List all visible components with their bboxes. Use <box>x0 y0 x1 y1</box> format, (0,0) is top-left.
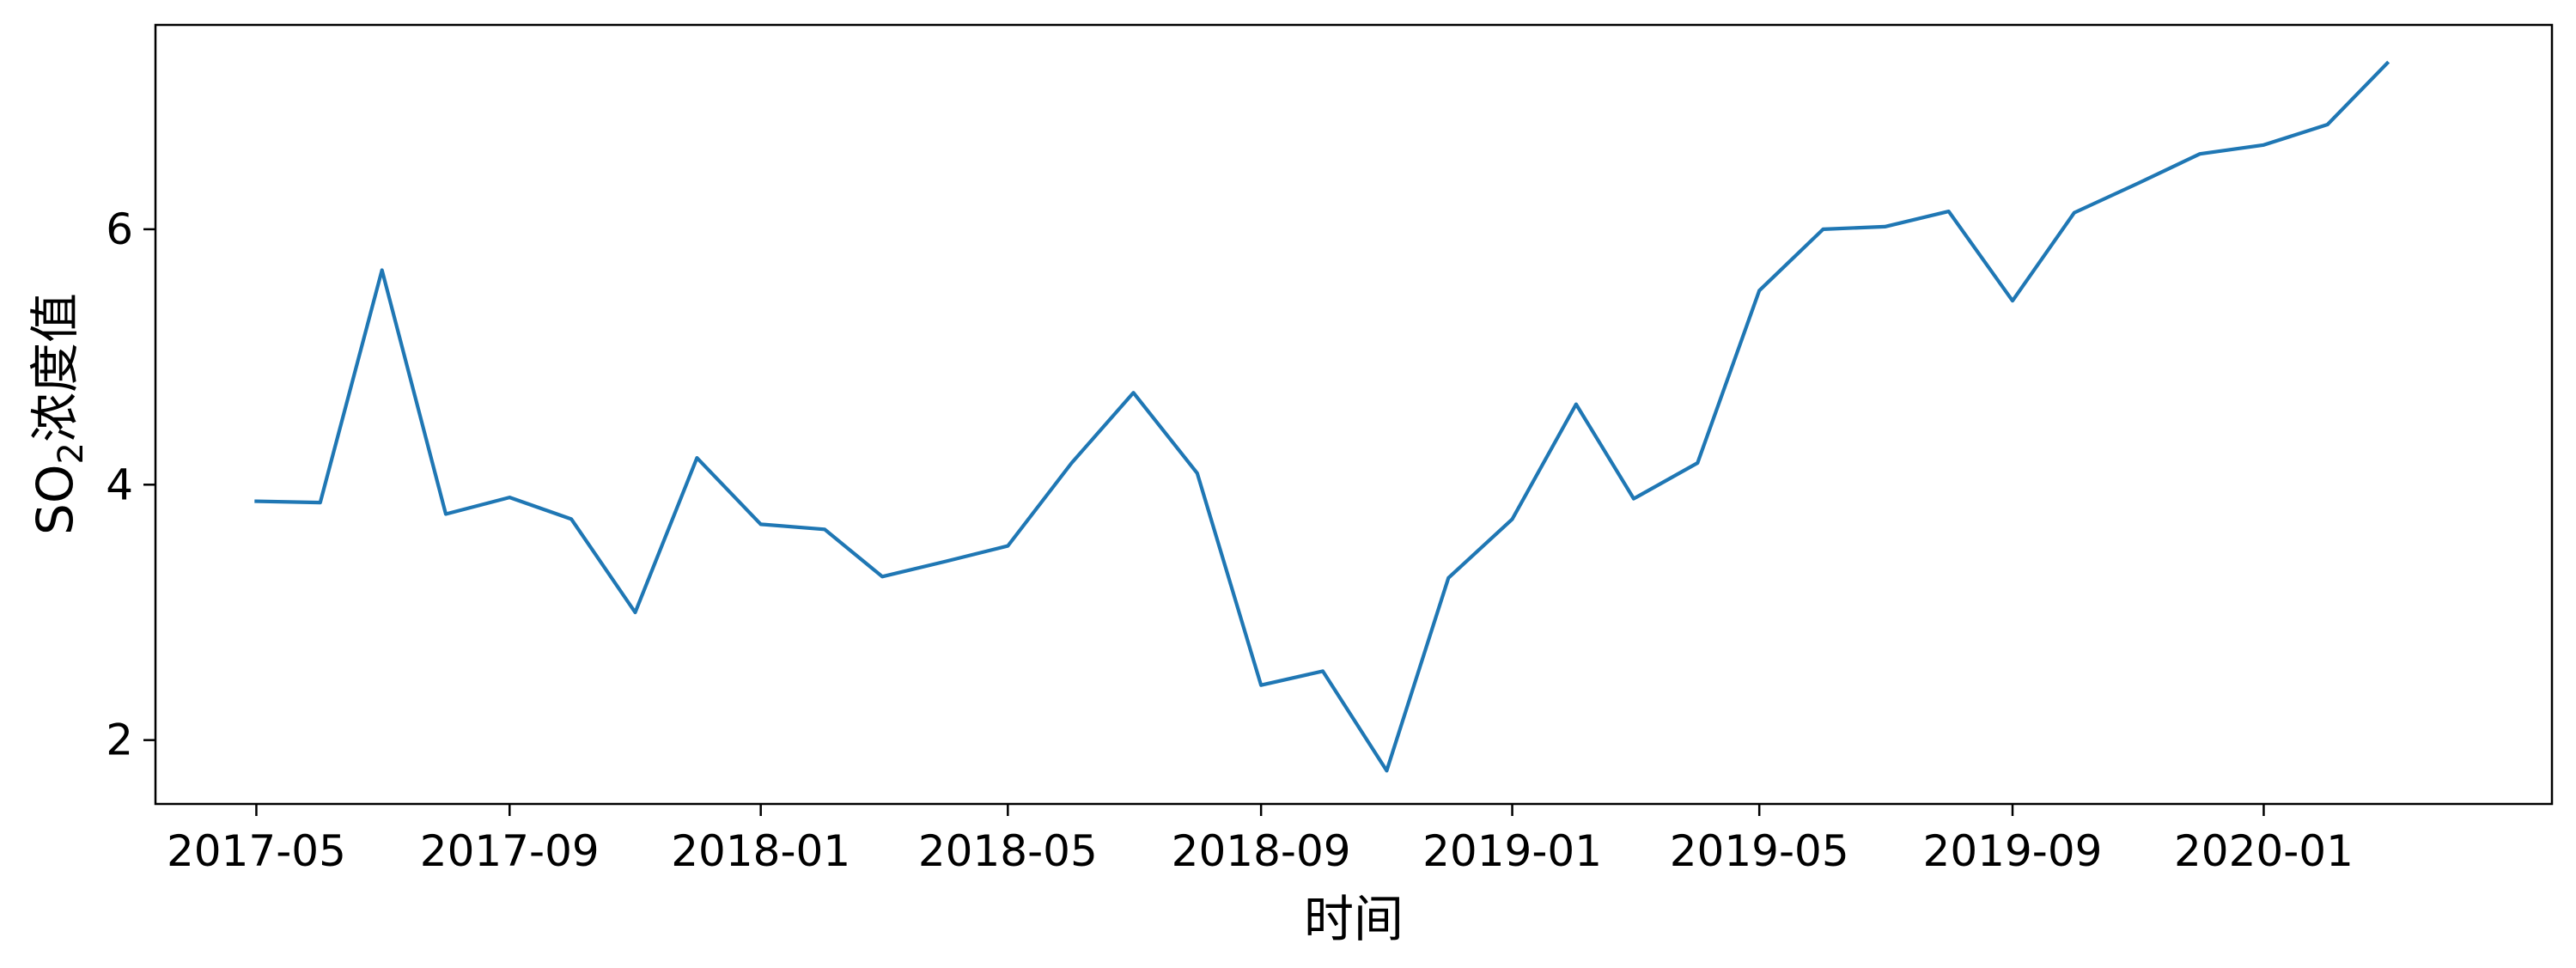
y-axis-label-suffix: 浓度值 <box>26 293 84 442</box>
x-tick-label: 2019-09 <box>1923 826 2103 876</box>
series-layer <box>254 60 2390 773</box>
x-tick-label: 2018-09 <box>1172 826 1351 876</box>
x-tick-label: 2019-01 <box>1422 826 1602 876</box>
y-axis-label-prefix: SO <box>26 465 84 535</box>
y-axis-label: SO2浓度值 <box>26 293 91 535</box>
x-tick-label: 2017-09 <box>420 826 600 876</box>
y-axis-label-subscript: 2 <box>52 442 91 464</box>
x-tick-label: 2018-05 <box>918 826 1098 876</box>
x-tick-label: 2017-05 <box>167 826 346 876</box>
y-tick-label: 6 <box>106 204 133 254</box>
plot-frame <box>154 23 2554 806</box>
x-tick-label: 2019-05 <box>1670 826 1849 876</box>
plot-area <box>155 25 2552 804</box>
x-tick-label: 2020-01 <box>2174 826 2354 876</box>
x-tick-label: 2018-01 <box>671 826 850 876</box>
x-axis-label: 时间 <box>1304 890 1404 948</box>
y-tick-label: 4 <box>106 460 133 509</box>
x-axis-ticks: 2017-05 2017-09 2018-01 2018-05 2018-09 2019-… <box>167 804 2354 876</box>
y-tick-label: 2 <box>106 715 133 765</box>
y-axis-ticks: 2 4 6 <box>106 204 155 765</box>
